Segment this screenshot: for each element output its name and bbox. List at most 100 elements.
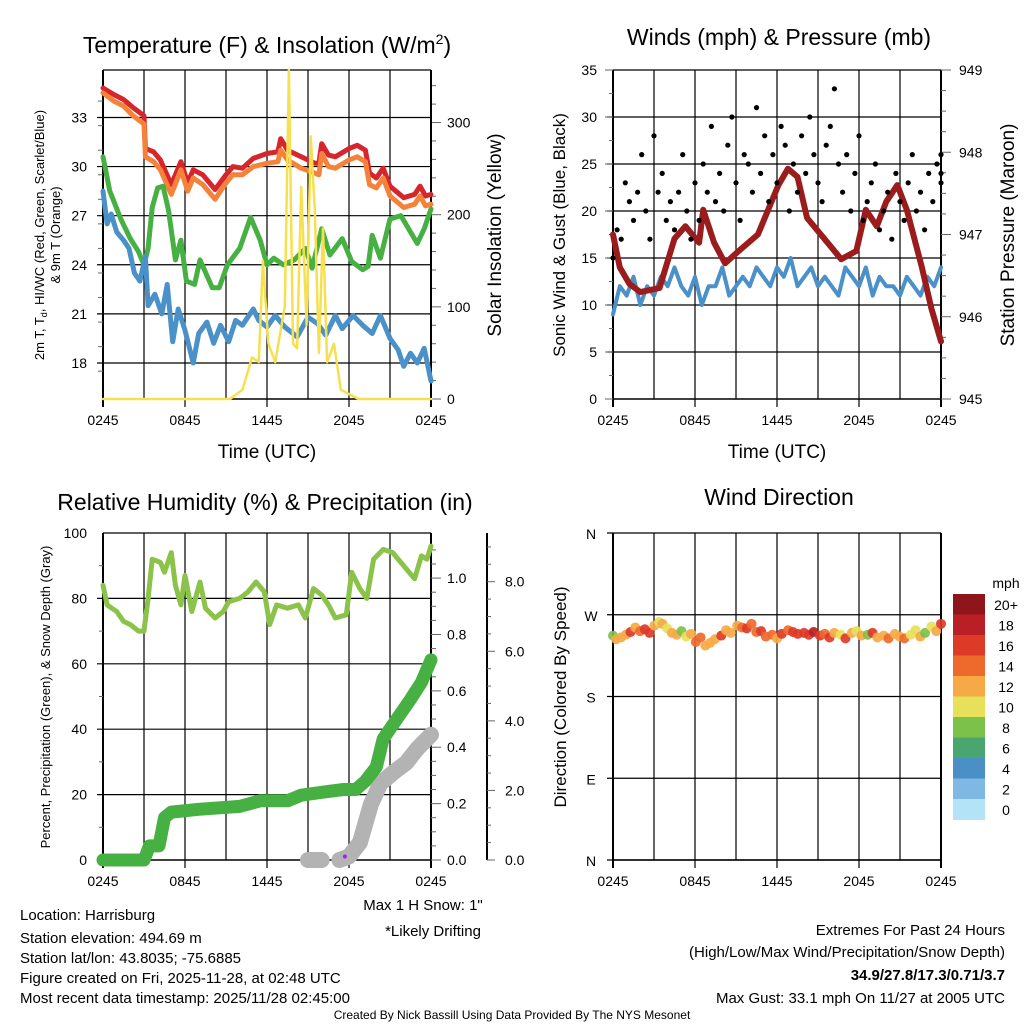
series-line-hi-wc: [100, 188, 434, 384]
y-tick-label: 80: [71, 590, 87, 606]
gust-point: [647, 236, 653, 242]
colorbar-label: 20+: [994, 597, 1018, 613]
recent-timestamp: Most recent data timestamp: 2025/11/28 0…: [20, 990, 350, 1007]
y-tick-label: 20: [71, 787, 87, 803]
colorbar-swatch: [953, 614, 985, 636]
gust-point: [737, 217, 743, 223]
gust-point: [667, 199, 674, 205]
gust-point: [659, 170, 665, 176]
gust-point: [676, 189, 682, 195]
x-tick-label: 2045: [843, 412, 874, 428]
gust-point: [712, 199, 719, 205]
extremes-values: 34.9/27.8/17.3/0.71/3.7: [851, 967, 1005, 984]
colorbar-swatch: [953, 717, 985, 738]
gust-point: [753, 105, 760, 111]
precip-tick-label: 1.0: [447, 570, 467, 586]
gust-point: [934, 161, 940, 167]
wind-direction-point: [686, 628, 697, 639]
y-right-tick-label: 946: [959, 309, 983, 325]
x-tick-label: 0245: [415, 873, 446, 889]
direction-y-label: Direction (Colored By Speed): [551, 586, 570, 807]
gust-point: [696, 217, 702, 223]
colorbar-label: 16: [998, 638, 1014, 654]
gust-point: [799, 133, 805, 139]
gust-point: [922, 227, 928, 233]
colorbar-label: 4: [1002, 761, 1010, 777]
gust-point: [721, 208, 727, 214]
y-tick-label: 100: [64, 525, 88, 541]
gust-point: [819, 199, 825, 205]
likely-drifting-marker: [342, 854, 347, 859]
colorbar-swatch: [953, 655, 985, 677]
extremes: Extremes For Past 24 Hours (High/Low/Max…: [689, 922, 1005, 1007]
wind-y-label: Sonic Wind & Gust (Blue, Black): [550, 113, 569, 357]
y-tick-label: 33: [71, 109, 87, 125]
gust-point: [630, 217, 637, 223]
gust-point: [717, 170, 723, 176]
winds-x-label: Time (UTC): [728, 442, 827, 463]
temperature-x-label: Time (UTC): [218, 442, 317, 463]
series-line-2m-t: [100, 85, 434, 201]
direction-tick-label: N: [586, 526, 596, 542]
gust-point: [889, 236, 895, 242]
direction-tick-label: N: [586, 853, 596, 869]
colorbar-swatch: [953, 696, 985, 718]
max-snow-note: Max 1 H Snow: 1": [363, 897, 483, 914]
gust-point: [868, 180, 874, 186]
gust-point: [733, 180, 739, 186]
gust-point: [749, 189, 756, 195]
gust-point: [688, 236, 694, 242]
gust-point: [938, 170, 944, 176]
y-tick-label: 60: [71, 656, 87, 672]
y-right-tick-label: 948: [959, 144, 983, 160]
gust-point: [622, 180, 628, 186]
x-tick-label: 0245: [87, 873, 118, 889]
colorbar-swatch: [953, 778, 985, 800]
colorbar-label: 12: [998, 679, 1014, 695]
pressure-y-label: Station Pressure (Maroon): [998, 124, 1019, 347]
gust-point: [840, 189, 846, 195]
gust-point: [909, 152, 915, 158]
humidity-plot: 0245 0845 1445 2045 02450204060801000.00.20.…: [64, 525, 525, 889]
temperature-y-label-2: & 9m T (Orange): [48, 186, 63, 283]
gust-point: [692, 180, 698, 186]
gust-point: [938, 180, 944, 186]
gust-point: [811, 152, 817, 158]
y-right-tick-label: 945: [959, 391, 983, 407]
precip-tick-label: 0.8: [447, 626, 467, 642]
colorbar-label: 2: [1002, 782, 1010, 798]
relative-humidity-line: [100, 543, 434, 634]
gust-point: [893, 170, 899, 176]
x-tick-label: 0245: [925, 412, 956, 428]
colorbar-swatch: [953, 676, 985, 697]
gust-point: [704, 189, 710, 195]
y-tick-label: 0: [589, 391, 597, 407]
colorbar-label: 0: [1002, 802, 1010, 818]
x-tick-label: 1445: [761, 873, 792, 889]
gust-point: [827, 123, 833, 129]
station-info: Location: Harrisburg Station elevation: …: [20, 907, 350, 1007]
x-tick-label: 2045: [333, 873, 364, 889]
gust-point: [815, 180, 821, 186]
temperature-panel-title: Temperature (F) & Insolation (W/m2): [83, 31, 451, 58]
gust-point: [708, 123, 715, 129]
y-tick-label: 10: [581, 297, 597, 313]
gust-point: [913, 208, 920, 214]
direction-tick-label: E: [586, 771, 595, 787]
y-tick-label: 5: [589, 344, 597, 360]
colorbar-swatch: [953, 635, 985, 656]
y-right-tick-label: 0: [447, 391, 455, 407]
wind-direction-point: [695, 632, 706, 643]
gust-point: [786, 208, 792, 214]
y-tick-label: 35: [581, 62, 597, 78]
gust-point: [745, 161, 751, 167]
gust-point: [926, 170, 932, 176]
gust-point: [860, 217, 866, 223]
gust-point: [803, 170, 809, 176]
snow-depth-line: [300, 726, 439, 868]
gust-point: [881, 208, 887, 214]
lat-lon: Station lat/lon: 43.8035; -75.6885: [20, 950, 241, 967]
gust-point: [885, 189, 891, 195]
wind-direction-plot: 0245 0845 1445 2045 0245NESWNmph20+181614121…: [584, 526, 1019, 889]
